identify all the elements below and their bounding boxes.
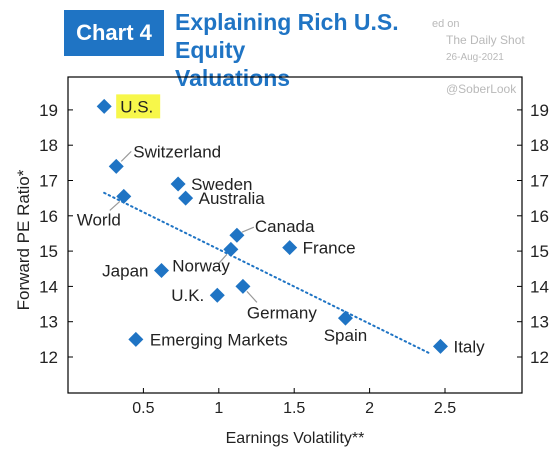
y-tick-label-right: 13 [530, 313, 549, 332]
x-tick-label: 2 [365, 400, 374, 417]
leader-germany [246, 290, 258, 303]
label-highlight-u-s [116, 94, 161, 119]
point-u-k [209, 287, 225, 303]
y-tick-label-right: 12 [530, 348, 549, 367]
x-tick-label: 1.5 [283, 400, 305, 417]
point-label-switzerland: Switzerland [133, 142, 221, 161]
point-canada [229, 227, 245, 243]
y-tick-label-left: 13 [39, 313, 58, 332]
point-japan [153, 263, 169, 279]
point-australia [178, 190, 194, 206]
point-norway [223, 241, 239, 257]
watermark-date: 26-Aug-2021 [446, 52, 504, 63]
point-label-emerging-markets: Emerging Markets [150, 330, 288, 349]
point-switzerland [108, 158, 124, 174]
y-tick-label-right: 16 [530, 207, 549, 226]
point-spain [337, 310, 353, 326]
y-tick-label-left: 18 [39, 136, 58, 155]
y-tick-label-right: 19 [530, 101, 549, 120]
leader-norway [218, 253, 228, 264]
chart-title: Explaining Rich U.S. Equity Valuations [175, 8, 475, 92]
y-tick-label-left: 12 [39, 348, 58, 367]
chart-number-badge: Chart 4 [64, 10, 164, 56]
point-sweden [170, 176, 186, 192]
chart-title-line2: Valuations [175, 65, 291, 91]
watermark-source: The Daily Shot [446, 33, 525, 47]
point-world [116, 188, 132, 204]
point-label-italy: Italy [453, 337, 485, 356]
point-label-canada: Canada [255, 217, 315, 236]
point-label-norway: Norway [172, 256, 230, 275]
y-tick-label-right: 14 [530, 277, 549, 296]
point-germany [235, 278, 251, 294]
point-italy [432, 338, 448, 354]
y-tick-label-right: 18 [530, 136, 549, 155]
point-label-germany: Germany [247, 303, 317, 322]
y-tick-label-left: 16 [39, 207, 58, 226]
leader-world [109, 200, 121, 211]
watermark-handle: @SoberLook [446, 82, 517, 96]
point-label-u-s: U.S. [120, 97, 153, 116]
plot-frame [67, 76, 523, 394]
trendline [103, 191, 431, 355]
point-label-japan: Japan [102, 262, 148, 281]
point-label-world: World [77, 210, 121, 229]
point-label-france: France [303, 239, 356, 258]
point-france [282, 240, 298, 256]
chart-title-line1: Explaining Rich U.S. Equity [175, 9, 399, 63]
y-tick-label-left: 17 [39, 172, 58, 191]
y-tick-label-right: 17 [530, 172, 549, 191]
point-label-spain: Spain [324, 326, 367, 345]
leader-canada [241, 226, 255, 233]
x-axis-title: Earnings Volatility** [226, 430, 365, 447]
leader-switzerland [120, 150, 132, 162]
point-label-sweden: Sweden [191, 175, 252, 194]
y-tick-label-left: 14 [39, 277, 58, 296]
y-tick-label-right: 15 [530, 242, 549, 261]
y-tick-label-left: 19 [39, 101, 58, 120]
point-label-u-k: U.K. [171, 286, 204, 305]
point-label-australia: Australia [199, 189, 266, 208]
watermark-line1: ed on [432, 18, 460, 30]
x-tick-label: 1 [214, 400, 223, 417]
y-tick-label-left: 15 [39, 242, 58, 261]
point-u-s [96, 98, 112, 114]
x-tick-label: 0.5 [132, 400, 154, 417]
y-axis-title: Forward PE Ratio* [14, 169, 33, 310]
x-tick-label: 2.5 [434, 400, 456, 417]
point-emerging-markets [128, 331, 144, 347]
